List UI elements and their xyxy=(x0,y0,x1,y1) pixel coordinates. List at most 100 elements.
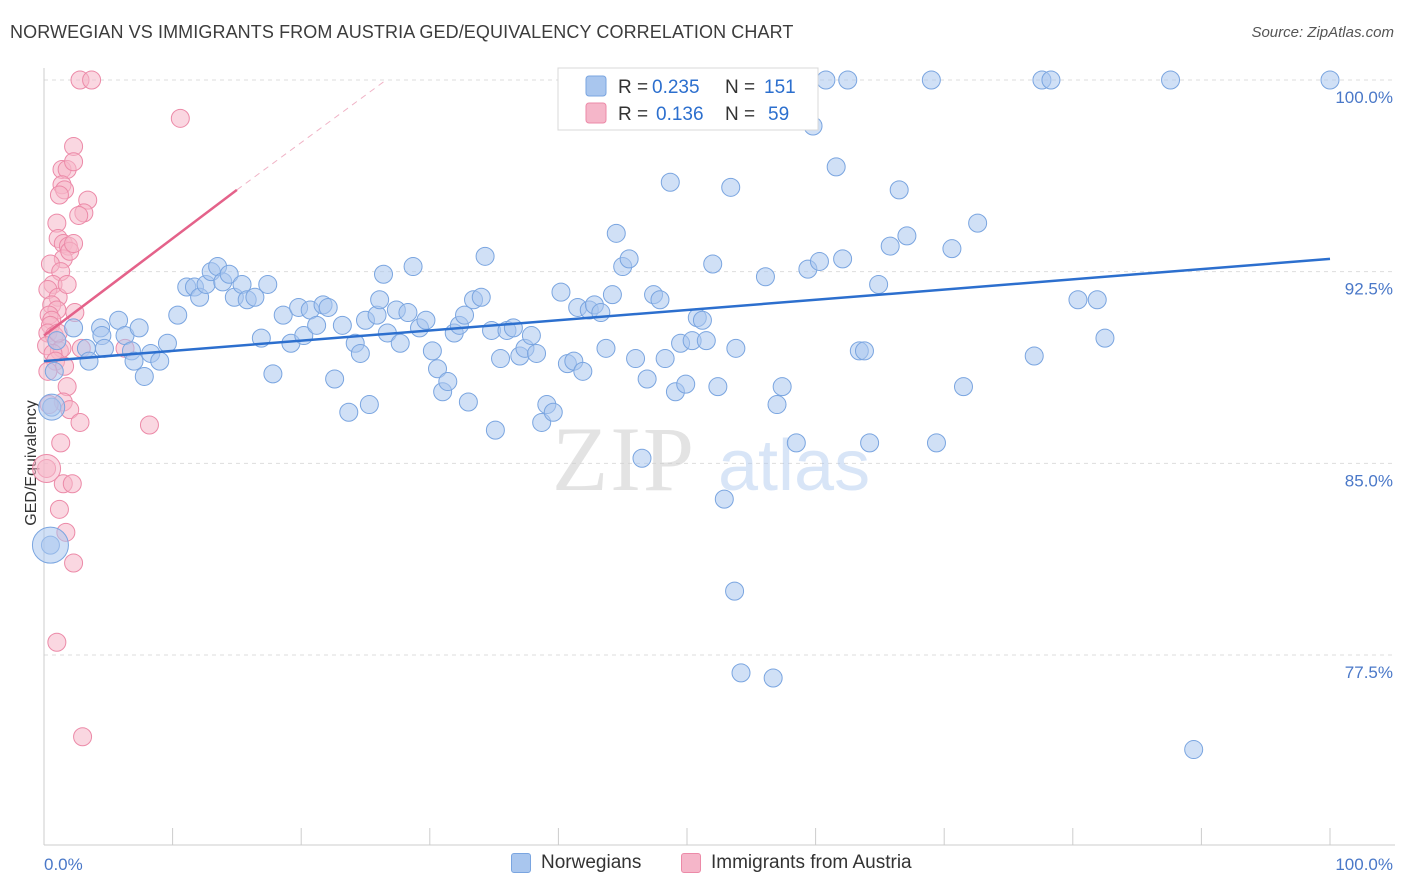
data-point-norwegian xyxy=(626,349,646,369)
data-point-norwegian xyxy=(816,70,836,90)
data-point-norwegian xyxy=(860,433,880,453)
data-point-norwegian xyxy=(44,361,64,381)
swatch-norwegians xyxy=(511,853,531,873)
grid xyxy=(44,79,1395,656)
data-point-norwegian xyxy=(921,70,941,90)
data-point-norwegian xyxy=(767,395,787,415)
data-point-norwegian xyxy=(721,177,741,197)
legend-n-value-1: 151 xyxy=(764,77,796,98)
data-point-austria xyxy=(70,412,90,432)
trend-line-austria-extension xyxy=(236,79,387,191)
data-point-norwegian xyxy=(79,351,99,371)
data-point-norwegian xyxy=(869,274,889,294)
data-point-norwegian xyxy=(763,668,783,688)
y-tick-label: 85.0% xyxy=(1345,471,1393,490)
data-point-norwegian xyxy=(786,433,806,453)
legend-r-value-1: 0.235 xyxy=(652,77,700,98)
data-point-norwegian xyxy=(543,402,563,422)
chart-title: NORWEGIAN VS IMMIGRANTS FROM AUSTRIA GED… xyxy=(10,22,794,42)
legend-swatch-austria xyxy=(585,102,607,124)
data-point-norwegian xyxy=(591,303,611,323)
y-tick-label: 92.5% xyxy=(1345,280,1393,299)
data-point-norwegian xyxy=(258,274,278,294)
data-point-norwegian xyxy=(150,351,170,371)
data-point-norwegian xyxy=(168,305,188,325)
data-point-norwegian xyxy=(307,315,327,335)
data-point-norwegian xyxy=(772,377,792,397)
data-point-norwegian xyxy=(1320,70,1340,90)
data-point-norwegian xyxy=(374,264,394,284)
data-point-norwegian xyxy=(838,70,858,90)
data-point-austria xyxy=(49,499,69,519)
data-point-norwegian xyxy=(503,318,523,338)
data-point-norwegian xyxy=(854,341,874,361)
data-point-norwegian xyxy=(390,333,410,353)
y-tick-label: 100.0% xyxy=(1335,88,1393,107)
bottom-legend-norwegians[interactable]: Norwegians xyxy=(511,852,641,874)
data-point-norwegian xyxy=(889,180,909,200)
data-point-norwegian xyxy=(833,249,853,269)
data-point-norwegian xyxy=(219,264,239,284)
data-point-norwegian xyxy=(1041,70,1061,90)
data-point-norwegian xyxy=(953,377,973,397)
legend-r-label-2: R = xyxy=(618,104,648,125)
data-point-norwegian xyxy=(602,285,622,305)
data-point-norwegian xyxy=(273,305,293,325)
bottom-legend-label-norwegians: Norwegians xyxy=(541,852,642,873)
data-point-austria-large xyxy=(32,453,62,483)
series-norwegians xyxy=(31,70,1340,760)
data-point-norwegian xyxy=(1087,290,1107,310)
data-point-norwegian xyxy=(47,331,67,351)
data-point-norwegian xyxy=(660,172,680,192)
legend-box: R = 0.235 N = 151 R = 0.136 N = 59 xyxy=(557,67,819,131)
bottom-legend-austria[interactable]: Immigrants from Austria xyxy=(681,852,912,874)
data-point-norwegian xyxy=(692,310,712,330)
data-point-norwegian-large xyxy=(38,393,66,421)
data-point-norwegian xyxy=(725,581,745,601)
data-point-norwegian xyxy=(726,338,746,358)
data-point-norwegian xyxy=(632,448,652,468)
data-point-norwegian xyxy=(485,420,505,440)
data-point-norwegian xyxy=(129,318,149,338)
data-point-norwegian xyxy=(755,267,775,287)
legend-r-value-2: 0.136 xyxy=(656,104,704,125)
data-point-norwegian xyxy=(573,361,593,381)
trend-lines xyxy=(43,79,1331,363)
data-point-norwegian xyxy=(332,315,352,335)
data-point-norwegian xyxy=(809,251,829,271)
data-point-norwegian xyxy=(650,290,670,310)
data-point-austria xyxy=(64,234,84,254)
data-point-norwegian xyxy=(968,213,988,233)
data-point-norwegian xyxy=(422,341,442,361)
data-point-austria xyxy=(62,474,82,494)
data-point-norwegian xyxy=(551,282,571,302)
data-point-austria xyxy=(73,727,93,747)
watermark-zip: ZIP xyxy=(552,408,696,510)
data-point-norwegian xyxy=(455,305,475,325)
data-point-austria xyxy=(49,185,69,205)
data-point-norwegian xyxy=(703,254,723,274)
data-point-norwegian xyxy=(880,236,900,256)
data-point-norwegian xyxy=(124,351,144,371)
data-point-norwegian xyxy=(428,359,448,379)
data-point-norwegian xyxy=(731,663,751,683)
y-tick-labels: 77.5% 85.0% 92.5% 100.0% xyxy=(1335,88,1393,682)
data-point-norwegian xyxy=(398,303,418,323)
data-point-norwegian xyxy=(1024,346,1044,366)
data-point-norwegian xyxy=(1095,328,1115,348)
data-point-austria xyxy=(139,415,159,435)
data-point-austria xyxy=(57,274,77,294)
data-point-norwegian xyxy=(527,343,547,363)
chart-source: Source: ZipAtlas.com xyxy=(1251,24,1394,41)
data-point-norwegian xyxy=(491,349,511,369)
data-point-norwegian xyxy=(318,297,338,317)
data-point-norwegian xyxy=(157,333,177,353)
data-point-norwegian xyxy=(942,239,962,259)
data-point-norwegian xyxy=(606,223,626,243)
data-point-norwegian xyxy=(458,392,478,412)
data-point-norwegian xyxy=(676,374,696,394)
data-point-norwegian xyxy=(339,402,359,422)
data-point-norwegian xyxy=(438,372,458,392)
y-axis-label: GED/Equivalency xyxy=(23,400,40,525)
